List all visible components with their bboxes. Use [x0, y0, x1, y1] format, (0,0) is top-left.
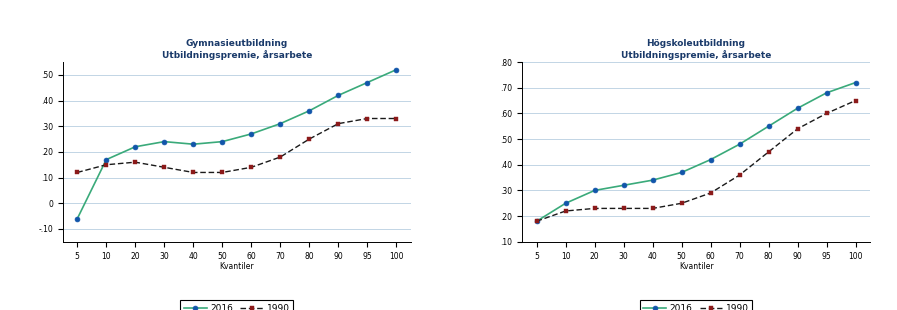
- 2016: [187, 142, 198, 146]
- 2016: [391, 68, 402, 72]
- 2016: [333, 94, 344, 97]
- 1990: [361, 117, 372, 120]
- 2016: [100, 158, 111, 162]
- 1990: [304, 137, 315, 141]
- 1990: [676, 202, 687, 205]
- 2016: [361, 81, 372, 84]
- Legend: 2016, 1990: 2016, 1990: [640, 300, 753, 310]
- 2016: [159, 140, 170, 144]
- X-axis label: Kvantiler: Kvantiler: [679, 262, 713, 271]
- 2016: [792, 106, 803, 110]
- 2016: [850, 81, 861, 84]
- 1990: [100, 163, 111, 166]
- X-axis label: Kvantiler: Kvantiler: [220, 262, 254, 271]
- 2016: [822, 91, 832, 95]
- 1990: [618, 206, 629, 210]
- 1990: [333, 122, 344, 126]
- 1990: [589, 206, 600, 210]
- 2016: [246, 132, 257, 136]
- 1990: [217, 170, 228, 174]
- Line: 1990: 1990: [75, 117, 398, 175]
- 2016: [561, 202, 571, 205]
- 2016: [531, 219, 542, 223]
- Title: Högskoleutbildning
Utbildningspremie, årsarbete: Högskoleutbildning Utbildningspremie, år…: [621, 39, 771, 60]
- 1990: [130, 160, 141, 164]
- 1990: [648, 206, 658, 210]
- 2016: [763, 124, 774, 128]
- 1990: [72, 170, 83, 174]
- 1990: [763, 150, 774, 154]
- 1990: [850, 99, 861, 102]
- 1990: [822, 112, 832, 115]
- Line: 2016: 2016: [535, 80, 858, 224]
- 1990: [792, 127, 803, 131]
- 2016: [648, 178, 658, 182]
- 2016: [589, 188, 600, 192]
- 2016: [705, 158, 716, 162]
- 2016: [274, 122, 285, 126]
- 2016: [72, 217, 83, 220]
- 1990: [159, 166, 170, 169]
- 1990: [391, 117, 402, 120]
- 2016: [304, 109, 315, 113]
- Line: 2016: 2016: [74, 67, 398, 221]
- Line: 1990: 1990: [535, 99, 858, 223]
- 2016: [676, 170, 687, 174]
- Title: Gymnasieutbildning
Utbildningspremie, årsarbete: Gymnasieutbildning Utbildningspremie, år…: [161, 39, 312, 60]
- 1990: [561, 209, 571, 213]
- 2016: [618, 184, 629, 187]
- 1990: [531, 219, 542, 223]
- Legend: 2016, 1990: 2016, 1990: [180, 300, 293, 310]
- 2016: [217, 140, 228, 144]
- 2016: [735, 142, 745, 146]
- 1990: [246, 166, 257, 169]
- 1990: [187, 170, 198, 174]
- 1990: [735, 173, 745, 177]
- 1990: [274, 155, 285, 159]
- 2016: [130, 145, 141, 148]
- 1990: [705, 191, 716, 195]
